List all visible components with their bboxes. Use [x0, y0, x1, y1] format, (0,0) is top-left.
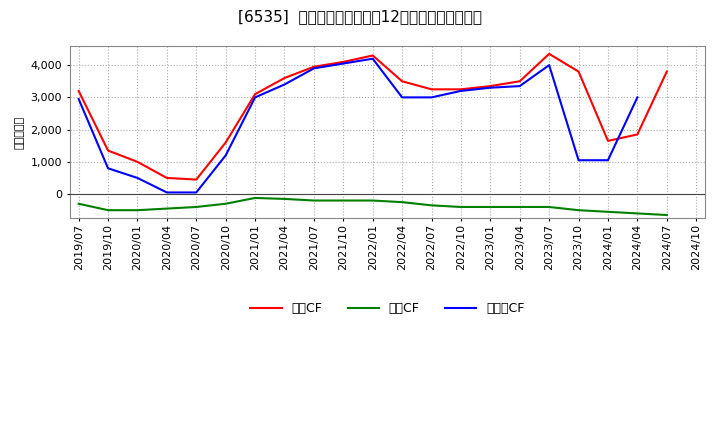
フリーCF [456, 88, 465, 94]
投資CF [662, 213, 671, 218]
営業CF [280, 75, 289, 81]
投資CF [456, 204, 465, 209]
フリーCF [633, 95, 642, 100]
投資CF [163, 206, 171, 211]
Legend: 営業CF, 投資CF, フリーCF: 営業CF, 投資CF, フリーCF [246, 297, 529, 320]
営業CF [545, 51, 554, 56]
営業CF [192, 177, 201, 182]
営業CF [633, 132, 642, 137]
営業CF [163, 175, 171, 180]
投資CF [74, 201, 83, 206]
営業CF [516, 79, 524, 84]
営業CF [133, 159, 142, 165]
営業CF [339, 59, 348, 65]
投資CF [104, 208, 112, 213]
営業CF [221, 140, 230, 145]
営業CF [427, 87, 436, 92]
営業CF [397, 79, 406, 84]
Line: 投資CF: 投資CF [78, 198, 667, 215]
営業CF [456, 87, 465, 92]
投資CF [397, 199, 406, 205]
投資CF [192, 204, 201, 209]
営業CF [662, 69, 671, 74]
投資CF [516, 204, 524, 209]
Y-axis label: （百万円）: （百万円） [15, 115, 25, 149]
投資CF [486, 204, 495, 209]
フリーCF [486, 85, 495, 90]
フリーCF [221, 153, 230, 158]
投資CF [369, 198, 377, 203]
Line: 営業CF: 営業CF [78, 54, 667, 180]
フリーCF [397, 95, 406, 100]
フリーCF [251, 95, 259, 100]
投資CF [633, 211, 642, 216]
フリーCF [133, 175, 142, 180]
フリーCF [427, 95, 436, 100]
投資CF [603, 209, 612, 214]
投資CF [427, 203, 436, 208]
フリーCF [192, 190, 201, 195]
営業CF [575, 69, 583, 74]
フリーCF [280, 82, 289, 87]
投資CF [280, 196, 289, 202]
投資CF [221, 201, 230, 206]
営業CF [603, 138, 612, 143]
営業CF [104, 148, 112, 153]
フリーCF [369, 56, 377, 61]
フリーCF [603, 158, 612, 163]
フリーCF [516, 84, 524, 89]
投資CF [339, 198, 348, 203]
投資CF [133, 208, 142, 213]
フリーCF [575, 158, 583, 163]
フリーCF [545, 62, 554, 68]
フリーCF [163, 190, 171, 195]
営業CF [310, 64, 318, 70]
投資CF [545, 204, 554, 209]
Line: フリーCF: フリーCF [78, 59, 637, 192]
フリーCF [310, 66, 318, 71]
営業CF [251, 92, 259, 97]
投資CF [310, 198, 318, 203]
Text: [6535]  キャッシュフローの12か月移動合計の推移: [6535] キャッシュフローの12か月移動合計の推移 [238, 9, 482, 24]
投資CF [251, 195, 259, 201]
投資CF [575, 208, 583, 213]
営業CF [74, 88, 83, 94]
営業CF [369, 53, 377, 58]
営業CF [486, 84, 495, 89]
フリーCF [104, 165, 112, 171]
フリーCF [339, 61, 348, 66]
フリーCF [74, 96, 83, 102]
